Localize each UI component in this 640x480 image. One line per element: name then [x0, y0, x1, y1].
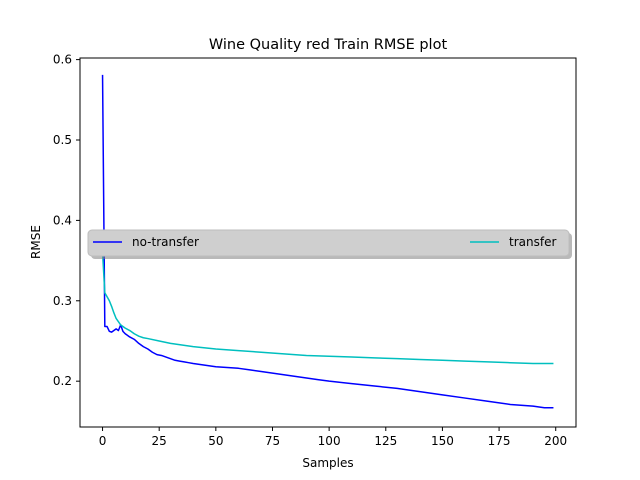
y-axis-label: RMSE — [29, 225, 43, 259]
x-tick-label: 0 — [99, 434, 107, 448]
x-axis: 0 25 50 75 100 125 150 175 200 — [99, 427, 567, 448]
y-axis: 0.2 0.3 0.4 0.5 0.6 — [53, 53, 80, 388]
legend: no-transfer transfer — [87, 229, 572, 259]
legend-label-transfer: transfer — [509, 235, 556, 249]
y-tick-label: 0.3 — [53, 294, 72, 308]
y-tick-label: 0.6 — [53, 53, 72, 67]
x-tick-label: 200 — [544, 434, 567, 448]
legend-label-no-transfer: no-transfer — [132, 235, 199, 249]
x-tick-label: 125 — [374, 434, 397, 448]
x-axis-label: Samples — [302, 456, 353, 470]
x-tick-label: 150 — [431, 434, 454, 448]
x-tick-label: 75 — [265, 434, 280, 448]
series-layer — [101, 74, 554, 409]
series-line-transfer — [101, 252, 554, 365]
x-tick-label: 100 — [318, 434, 341, 448]
x-tick-label: 50 — [208, 434, 223, 448]
plot-frame — [79, 57, 577, 428]
x-tick-label: 25 — [152, 434, 167, 448]
y-tick-label: 0.2 — [53, 374, 72, 388]
y-tick-label: 0.5 — [53, 133, 72, 147]
chart-title: Wine Quality red Train RMSE plot — [209, 37, 448, 53]
y-tick-label: 0.4 — [53, 213, 72, 227]
x-tick-label: 175 — [488, 434, 511, 448]
legend-box — [87, 229, 570, 257]
